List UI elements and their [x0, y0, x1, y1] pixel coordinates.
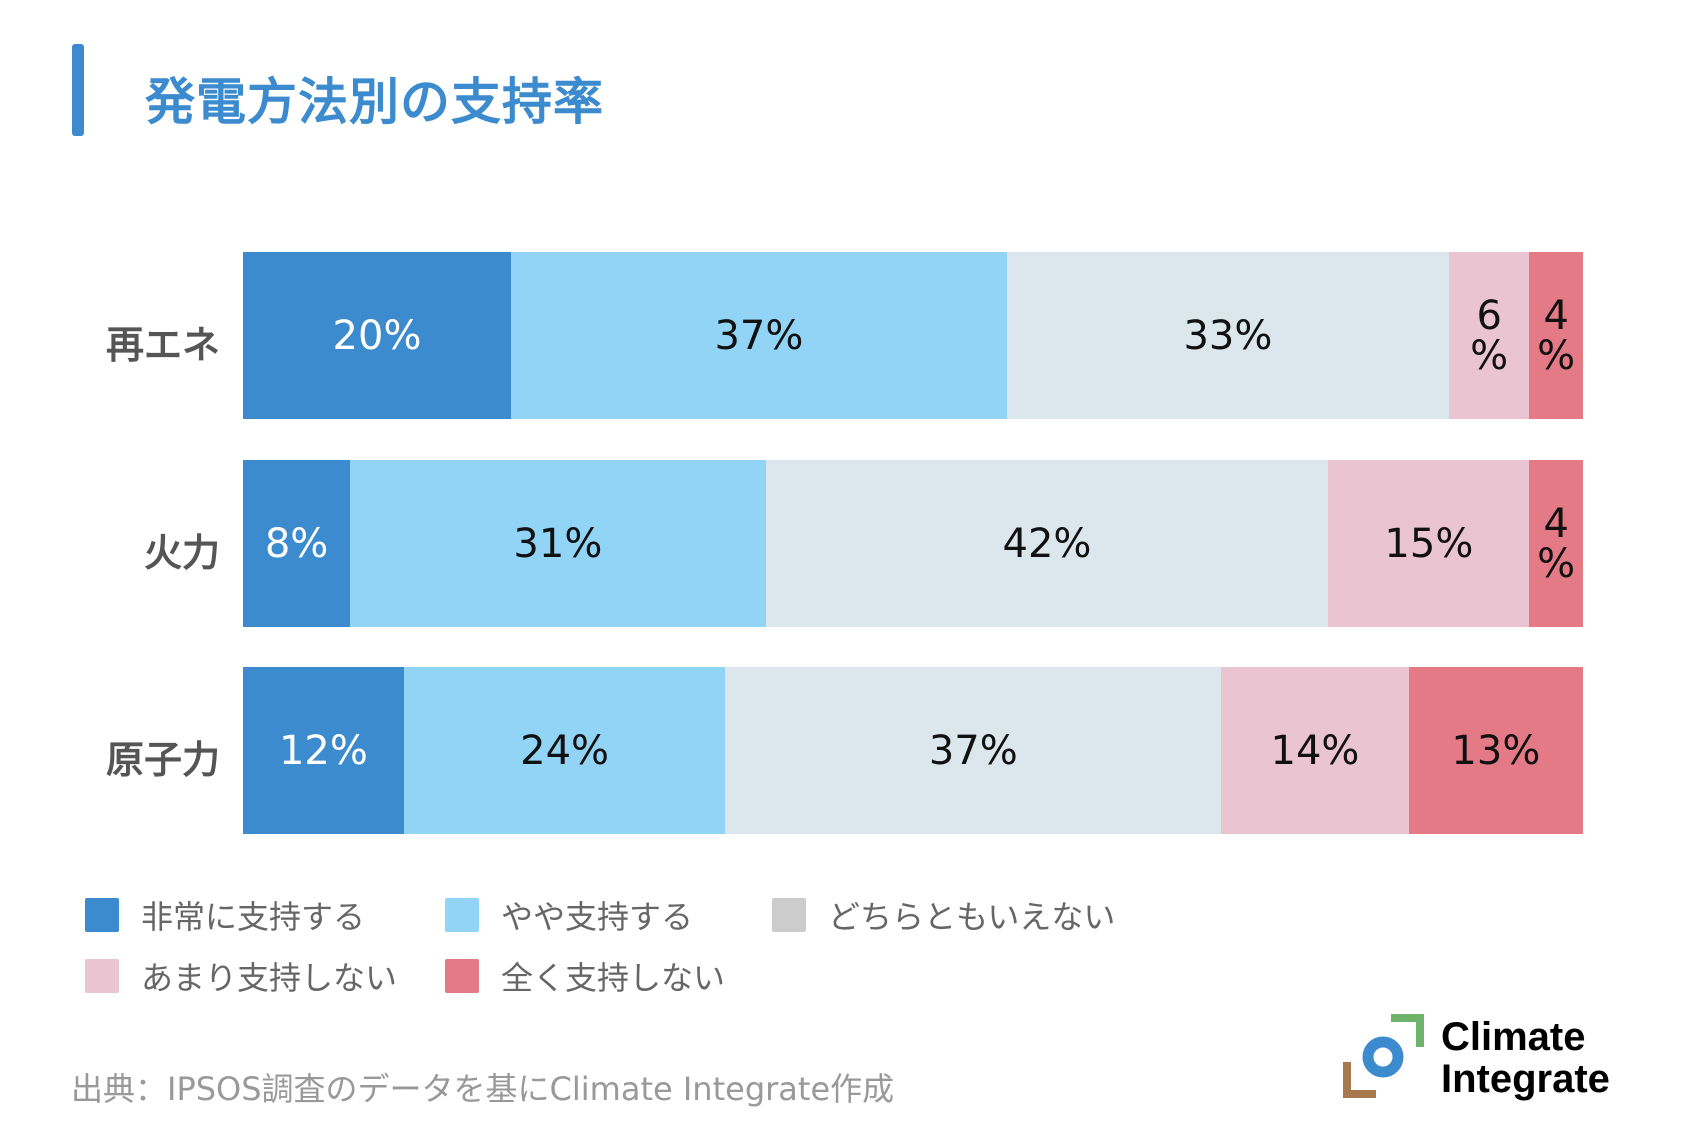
legend-swatch [85, 959, 119, 993]
bar-segment: 6% [1448, 252, 1530, 419]
data-label: 37% [714, 312, 804, 359]
legend-label: 全く支持しない [501, 959, 726, 997]
bar-row: 20% 37% 33% 6% 4% [243, 252, 1583, 419]
legend-swatch [445, 959, 479, 993]
data-label: 4 [1543, 500, 1569, 547]
data-label: 12% [278, 727, 368, 774]
data-label: 42% [1002, 520, 1092, 567]
legend-label: どちらともいえない [828, 898, 1116, 936]
climate-integrate-logo: Climate Integrate [1341, 1010, 1641, 1105]
data-label-unit: % [1537, 540, 1576, 587]
title-accent-bar [72, 44, 84, 136]
data-label: 33% [1183, 312, 1273, 359]
bar-segment: 24% [403, 667, 726, 834]
legend-item: 全く支持しない [445, 953, 725, 999]
bar-segment: 37% [511, 252, 1007, 419]
legend-item: どちらともいえない [772, 892, 1115, 938]
logo-text-line1: Climate [1441, 1015, 1586, 1059]
bar-segment: 4% [1529, 460, 1583, 627]
data-label: 6 [1476, 292, 1502, 339]
data-label: 8% [264, 520, 329, 567]
bar-segment: 15% [1328, 460, 1530, 627]
data-label-unit: % [1470, 332, 1509, 379]
data-label: 20% [332, 312, 422, 359]
legend-swatch [445, 898, 479, 932]
bar-row: 12% 24% 37% 14% 13% [243, 667, 1583, 834]
legend-swatch [772, 898, 806, 932]
bar-segment: 8% [243, 460, 351, 627]
legend-label: 非常に支持する [141, 898, 366, 936]
bar-segment: 4% [1529, 252, 1583, 419]
data-label: 24% [520, 727, 610, 774]
bar-segment: 20% [243, 252, 511, 419]
bar-segment: 42% [765, 460, 1329, 627]
bar-row: 8% 31% 42% 15% 4% [243, 460, 1583, 627]
bar-segment: 12% [243, 667, 404, 834]
legend-item: あまり支持しない [85, 953, 397, 999]
bar-segment: 31% [350, 460, 766, 627]
data-label: 37% [928, 727, 1018, 774]
legend-item: やや支持する [445, 892, 693, 938]
logo-text-line2: Integrate [1441, 1057, 1610, 1101]
logo-mark-icon [1343, 1014, 1424, 1098]
source-note: 出典：IPSOS調査のデータを基にClimate Integrate作成 [71, 1070, 895, 1108]
legend-label: あまり支持しない [141, 959, 398, 997]
category-label: 再エネ [105, 323, 220, 367]
bar-segment: 37% [725, 667, 1222, 834]
category-label: 原子力 [105, 738, 220, 782]
bar-segment: 13% [1408, 667, 1583, 834]
bar-segment: 14% [1221, 667, 1409, 834]
data-label: 4 [1543, 292, 1569, 339]
data-label-unit: % [1537, 332, 1576, 379]
data-label: 31% [513, 520, 603, 567]
data-label: 15% [1384, 520, 1474, 567]
legend-label: やや支持する [501, 898, 694, 936]
category-label: 火力 [143, 531, 220, 575]
data-label: 14% [1270, 727, 1360, 774]
legend-item: 非常に支持する [85, 892, 365, 938]
page-title: 発電方法別の支持率 [145, 73, 604, 131]
legend-swatch [85, 898, 119, 932]
bar-segment: 33% [1006, 252, 1449, 419]
data-label: 13% [1451, 727, 1541, 774]
